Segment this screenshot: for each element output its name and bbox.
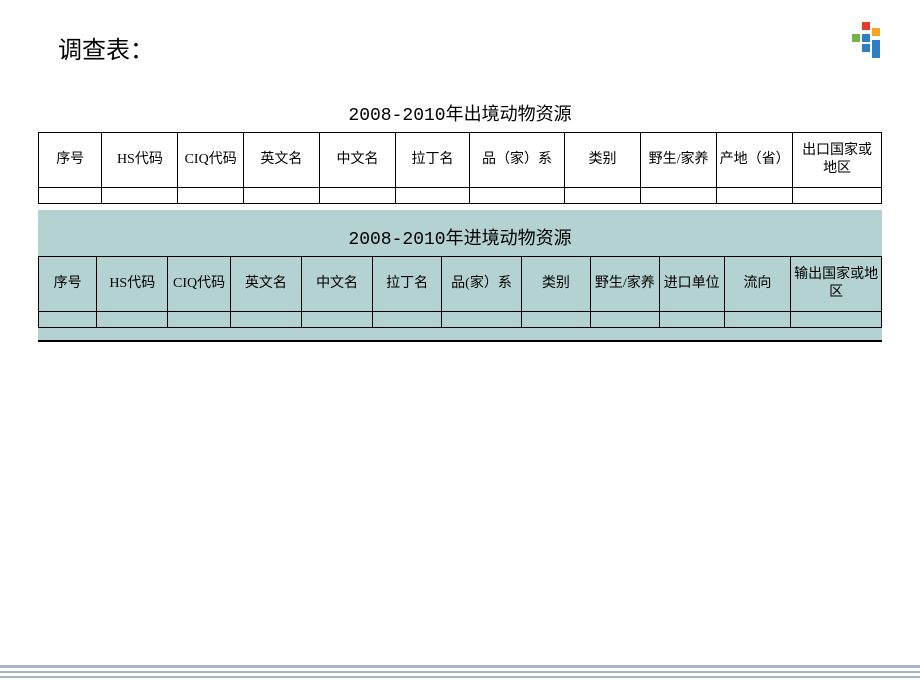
table-row xyxy=(39,188,882,204)
table1-cell xyxy=(793,188,882,204)
table2-cell xyxy=(659,312,724,328)
table1-cell xyxy=(396,188,470,204)
table2-header-cell: 类别 xyxy=(521,257,590,312)
table1-header-cell: CIQ代码 xyxy=(178,133,243,188)
table2-header-cell: 进口单位 xyxy=(659,257,724,312)
table1-cell xyxy=(39,188,102,204)
table2-header-cell: 英文名 xyxy=(230,257,301,312)
logo-icon xyxy=(848,20,890,62)
table1-header-cell: 野生/家养 xyxy=(641,133,717,188)
table2-cell xyxy=(791,312,882,328)
table2-header-cell: 序号 xyxy=(39,257,97,312)
table2-header-cell: HS代码 xyxy=(97,257,168,312)
table1-header-cell: 类别 xyxy=(565,133,641,188)
table-row xyxy=(39,312,882,328)
table1-cell xyxy=(243,188,319,204)
table2-cell xyxy=(302,312,373,328)
table2: 序号HS代码CIQ代码英文名中文名拉丁名品(家）系类别野生/家养进口单位流向输出… xyxy=(38,256,882,328)
bottom-decorative-lines xyxy=(0,665,920,678)
table1-header-cell: 品（家）系 xyxy=(469,133,564,188)
table1-cell xyxy=(102,188,178,204)
table2-cell xyxy=(521,312,590,328)
table1-header-cell: 英文名 xyxy=(243,133,319,188)
table1-header-cell: 出口国家或地区 xyxy=(793,133,882,188)
table2-cell xyxy=(168,312,231,328)
table1-header-cell: HS代码 xyxy=(102,133,178,188)
table1-cell xyxy=(565,188,641,204)
table2-header-cell: 品(家）系 xyxy=(442,257,522,312)
table1-cell xyxy=(469,188,564,204)
page-title: 调查表： xyxy=(58,30,154,65)
table2-cell xyxy=(442,312,522,328)
table2-cell xyxy=(230,312,301,328)
table2-header-cell: 拉丁名 xyxy=(373,257,442,312)
table2-cell xyxy=(97,312,168,328)
table2-cell xyxy=(39,312,97,328)
tables-area: 2008-2010年出境动物资源 序号HS代码CIQ代码英文名中文名拉丁名品（家… xyxy=(38,100,882,342)
table2-header-cell: 输出国家或地区 xyxy=(791,257,882,312)
table2-wrap: 2008-2010年进境动物资源 序号HS代码CIQ代码英文名中文名拉丁名品(家… xyxy=(38,210,882,342)
table2-header-cell: 野生/家养 xyxy=(590,257,659,312)
table2-cell xyxy=(724,312,791,328)
table1-cell xyxy=(717,188,793,204)
table2-cell xyxy=(590,312,659,328)
table2-cell xyxy=(373,312,442,328)
table1-header-cell: 中文名 xyxy=(319,133,395,188)
table1-header-cell: 拉丁名 xyxy=(396,133,470,188)
table1-cell xyxy=(641,188,717,204)
table2-header-cell: CIQ代码 xyxy=(168,257,231,312)
table2-header-cell: 流向 xyxy=(724,257,791,312)
table1: 序号HS代码CIQ代码英文名中文名拉丁名品（家）系类别野生/家养产地（省）出口国… xyxy=(38,132,882,204)
table2-title: 2008-2010年进境动物资源 xyxy=(38,210,882,250)
table1-header-cell: 序号 xyxy=(39,133,102,188)
table1-header-cell: 产地（省） xyxy=(717,133,793,188)
table1-cell xyxy=(319,188,395,204)
table1-cell xyxy=(178,188,243,204)
table1-title: 2008-2010年出境动物资源 xyxy=(38,100,882,126)
table2-header-cell: 中文名 xyxy=(302,257,373,312)
